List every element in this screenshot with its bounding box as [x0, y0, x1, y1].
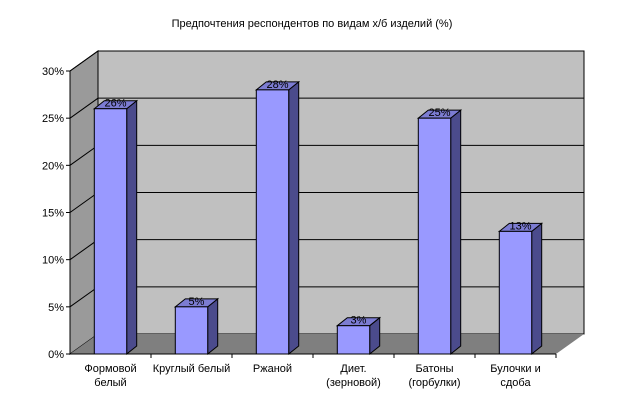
- x-tick-labels: Формовой белый Круглый белый Ржаной Диет. (зе…: [84, 363, 540, 389]
- x-tick-label: Диет. (зерновой): [326, 363, 381, 389]
- bar-side: [531, 222, 543, 356]
- bar: [174, 306, 209, 355]
- gridline: [69, 97, 584, 119]
- data-label: 25%: [428, 107, 450, 119]
- data-label: 26%: [104, 98, 126, 110]
- y-tick-label: 15%: [42, 208, 64, 220]
- y-tick-label: 10%: [42, 255, 64, 267]
- y-tick-label: 25%: [42, 113, 64, 125]
- bar: [255, 89, 290, 355]
- data-label: 13%: [509, 220, 531, 232]
- x-tick-label: Ржаной: [253, 363, 292, 375]
- data-label: 3%: [351, 315, 367, 327]
- bar-side: [126, 99, 138, 356]
- bar: [417, 117, 452, 355]
- axes: [66, 70, 557, 358]
- y-tick-label: 0%: [48, 349, 64, 361]
- bar: [498, 230, 533, 355]
- bar: [93, 108, 128, 355]
- bar-side: [450, 109, 462, 356]
- bars: [92, 80, 544, 356]
- y-tick-label: 30%: [42, 66, 64, 78]
- x-tick-label: Круглый белый: [153, 363, 231, 375]
- x-tick-label: Булочки и сдоба: [490, 363, 541, 389]
- gridline: [69, 50, 584, 72]
- chart-title: Предпочтения респондентов по видам х/б и…: [172, 18, 453, 30]
- y-tick-label: 5%: [48, 302, 64, 314]
- bar-side: [288, 80, 300, 356]
- data-labels: 26% 5% 28% 3% 25% 13%: [104, 79, 531, 327]
- x-tick-label: Батоны (горбулки): [408, 363, 460, 389]
- y-tick-label: 20%: [42, 160, 64, 172]
- bar-side: [207, 297, 219, 356]
- x-tick-label: Формовой белый: [84, 363, 136, 389]
- bar: [336, 325, 371, 355]
- data-label: 5%: [189, 296, 205, 308]
- data-label: 28%: [266, 79, 288, 91]
- y-tick-labels: 0% 5% 10% 15% 20% 25% 30%: [42, 66, 64, 361]
